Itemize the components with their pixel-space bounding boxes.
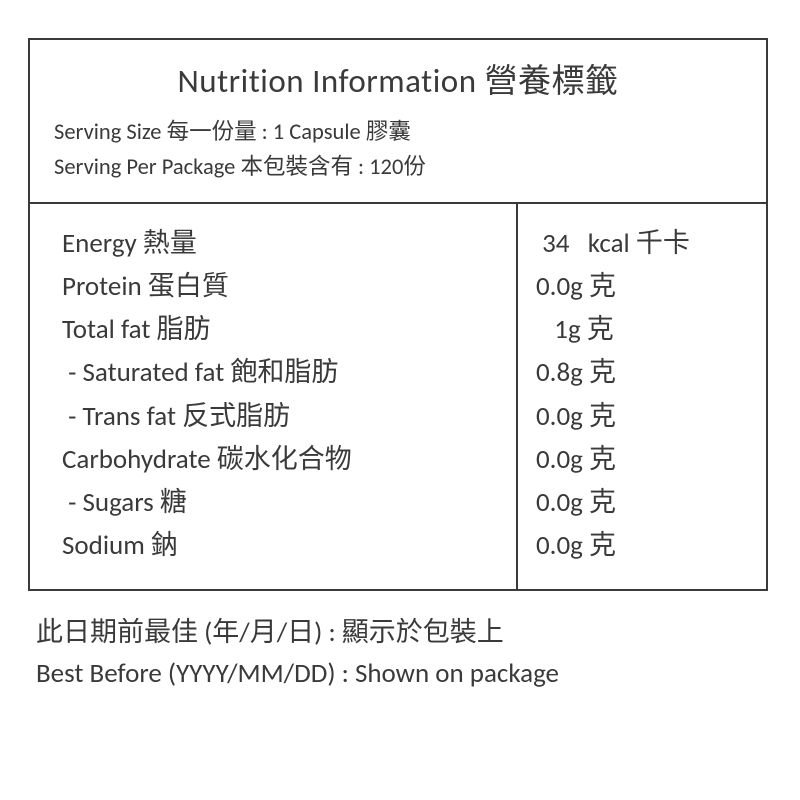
- best-before-footer: 此日期前最佳 (年/月/日) : 顯示於包裝上 Best Before (YYY…: [28, 613, 772, 694]
- sugars-label: - Sugars 糖: [62, 481, 516, 524]
- total-fat-value: 1g 克: [536, 308, 766, 351]
- panel-header: Nutrition Information 營養標籤 Serving Size …: [30, 40, 766, 204]
- nutrient-labels-column: Energy 熱量 Protein 蛋白質 Total fat 脂肪 - Sat…: [30, 204, 518, 590]
- nutrient-values-column: 34 kcal 千卡 0.0g 克 1g 克 0.8g 克 0.0g 克 0.0…: [518, 204, 766, 590]
- trans-fat-label: - Trans fat 反式脂肪: [62, 395, 516, 438]
- energy-value: 34 kcal 千卡: [536, 222, 766, 265]
- best-before-zh: 此日期前最佳 (年/月/日) : 顯示於包裝上: [36, 613, 772, 654]
- best-before-en: Best Before (YYYY/MM/DD) : Shown on pack…: [36, 654, 772, 695]
- sugars-value: 0.0g 克: [536, 481, 766, 524]
- nutrition-panel: Nutrition Information 營養標籤 Serving Size …: [28, 38, 768, 591]
- panel-title: Nutrition Information 營養標籤: [54, 54, 742, 102]
- sodium-label: Sodium 鈉: [62, 524, 516, 567]
- total-fat-label: Total fat 脂肪: [62, 308, 516, 351]
- carbohydrate-label: Carbohydrate 碳水化合物: [62, 438, 516, 481]
- saturated-fat-value: 0.8g 克: [536, 351, 766, 394]
- serving-per-package: Serving Per Package 本包裝含有 : 120份: [54, 151, 742, 186]
- serving-size: Serving Size 每一份量 : 1 Capsule 膠囊: [54, 116, 742, 151]
- saturated-fat-label: - Saturated fat 飽和脂肪: [62, 351, 516, 394]
- carbohydrate-value: 0.0g 克: [536, 438, 766, 481]
- trans-fat-value: 0.0g 克: [536, 395, 766, 438]
- sodium-value: 0.0g 克: [536, 524, 766, 567]
- protein-value: 0.0g 克: [536, 265, 766, 308]
- energy-label: Energy 熱量: [62, 222, 516, 265]
- nutrition-body: Energy 熱量 Protein 蛋白質 Total fat 脂肪 - Sat…: [30, 204, 766, 590]
- protein-label: Protein 蛋白質: [62, 265, 516, 308]
